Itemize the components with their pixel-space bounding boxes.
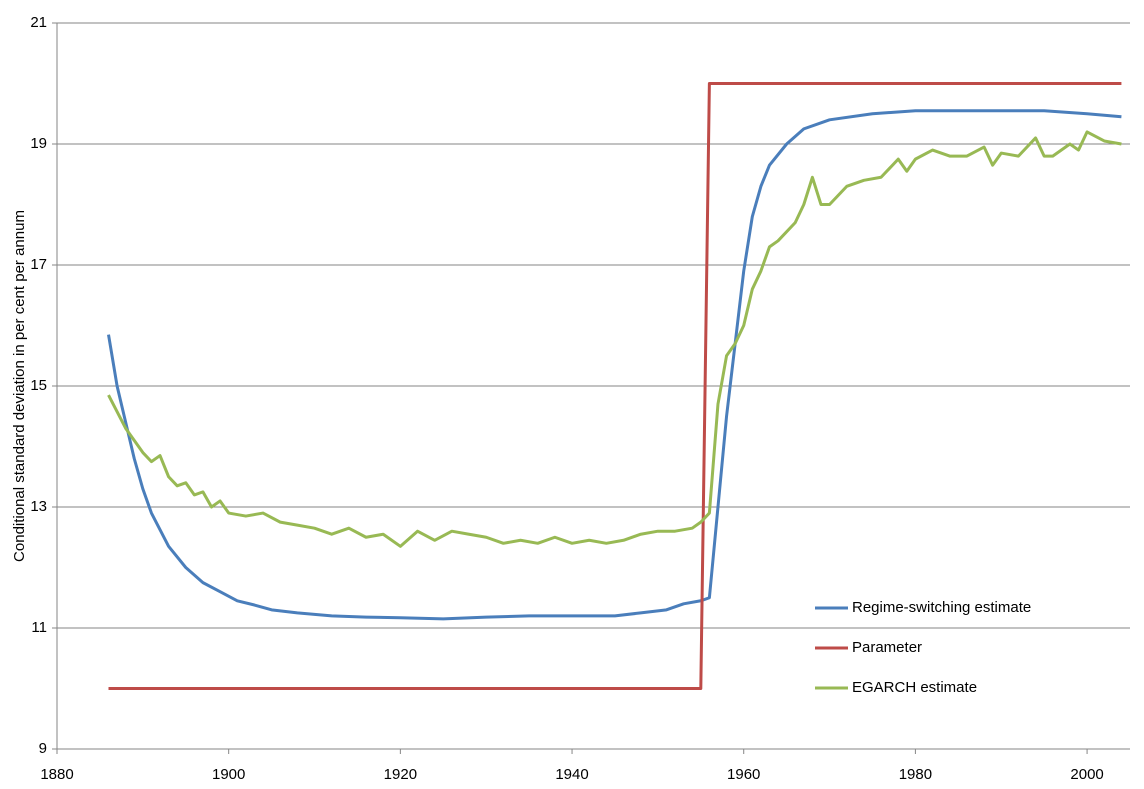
y-tick-label: 13 bbox=[30, 498, 47, 515]
x-tick-label: 1900 bbox=[212, 766, 245, 783]
x-tick-label: 2000 bbox=[1070, 766, 1103, 783]
y-tick-label: 19 bbox=[30, 135, 47, 152]
legend-label: EGARCH estimate bbox=[852, 679, 977, 696]
x-tick-label: 1940 bbox=[555, 766, 588, 783]
y-tick-label: 21 bbox=[30, 14, 47, 31]
series-line bbox=[107, 109, 1122, 621]
legend-label: Parameter bbox=[852, 639, 922, 656]
x-tick-label: 1920 bbox=[384, 766, 417, 783]
y-tick-label: 9 bbox=[39, 740, 47, 757]
series-line bbox=[107, 130, 1122, 548]
x-tick-label: 1960 bbox=[727, 766, 760, 783]
series-line bbox=[108, 82, 1122, 690]
x-tick-label: 1980 bbox=[899, 766, 932, 783]
x-tick-label: 1880 bbox=[40, 766, 73, 783]
y-tick-label: 15 bbox=[30, 377, 47, 394]
y-tick-label: 17 bbox=[30, 256, 47, 273]
y-axis-label: Conditional standard deviation in per ce… bbox=[11, 210, 28, 562]
y-tick-label: 11 bbox=[31, 619, 47, 636]
legend-label: Regime-switching estimate bbox=[852, 599, 1031, 616]
